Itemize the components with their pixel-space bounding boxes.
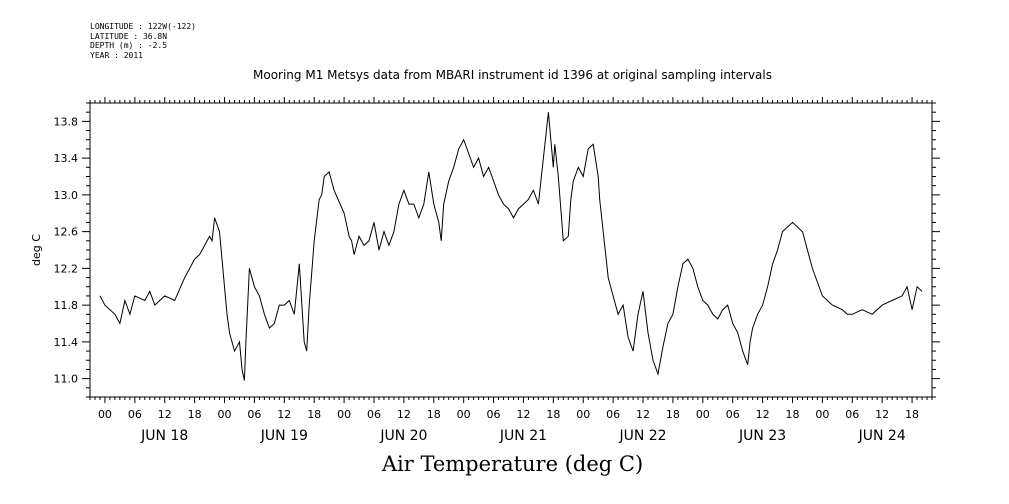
x-tick-label: 12: [277, 408, 291, 421]
day-label: JUN 21: [499, 428, 547, 444]
x-tick-label: 00: [576, 408, 590, 421]
x-tick-label: 18: [427, 408, 441, 421]
y-tick-label: 11.8: [54, 299, 79, 312]
x-tick-label: 18: [188, 408, 202, 421]
metadata-block: LONGITUDE : 122W(-122) LATITUDE : 36.8N …: [90, 22, 196, 60]
day-label: JUN 20: [379, 428, 427, 444]
x-tick-label: 06: [247, 408, 261, 421]
x-tick-label: 12: [397, 408, 411, 421]
day-label: JUN 24: [858, 428, 906, 444]
x-tick-label: 00: [457, 408, 471, 421]
y-tick-label: 11.4: [54, 336, 79, 349]
temperature-series-line: [99, 112, 923, 381]
y-tick-label: 13.0: [54, 189, 79, 202]
axis-ticks: [82, 97, 940, 403]
x-tick-label: 12: [756, 408, 770, 421]
x-tick-label: 18: [785, 408, 799, 421]
x-tick-label: 12: [636, 408, 650, 421]
x-tick-label: 06: [606, 408, 620, 421]
longitude-text: LONGITUDE : 122W(-122): [90, 22, 196, 31]
y-tick-label: 13.8: [54, 115, 79, 128]
x-tick-label: 00: [218, 408, 232, 421]
y-axis-label: deg C: [30, 234, 43, 266]
plot-border: [89, 102, 933, 398]
x-tick-label: 06: [487, 408, 501, 421]
x-tick-label: 06: [128, 408, 142, 421]
y-tick-label: 13.4: [54, 152, 79, 165]
day-label: JUN 22: [618, 428, 666, 444]
x-tick-label: 18: [666, 408, 680, 421]
x-tick-label: 00: [337, 408, 351, 421]
depth-text: DEPTH (m) : -2.5: [90, 41, 168, 50]
x-tick-label: 12: [875, 408, 889, 421]
x-tick-label: 00: [815, 408, 829, 421]
x-tick-label: 18: [307, 408, 321, 421]
x-tick-label: 12: [516, 408, 530, 421]
day-label: JUN 19: [260, 428, 308, 444]
x-tick-label: 18: [546, 408, 560, 421]
year-text: YEAR : 2011: [90, 50, 143, 60]
x-tick-label: 06: [367, 408, 381, 421]
latitude-text: LATITUDE : 36.8N: [90, 31, 168, 41]
y-tick-label: 12.6: [54, 226, 79, 239]
x-tick-label: 06: [845, 408, 859, 421]
x-tick-label: 12: [158, 408, 172, 421]
day-label: JUN 23: [738, 428, 786, 444]
y-tick-label: 12.2: [54, 262, 79, 275]
series-layer: [99, 112, 923, 381]
x-axis-title: Air Temperature (deg C): [381, 452, 644, 476]
y-tick-label: 11.0: [54, 373, 79, 386]
x-tick-label: 06: [726, 408, 740, 421]
x-tick-label: 00: [98, 408, 112, 421]
day-label: JUN 18: [140, 428, 188, 444]
axis-tick-labels: 11.0 11.4 11.8 12.2 12.6 13.0 13.4 13.8 00 06 12 18…: [54, 115, 920, 444]
plot-frame: [89, 102, 933, 398]
chart-title: Mooring M1 Metsys data from MBARI instru…: [253, 68, 772, 82]
x-tick-label: 18: [905, 408, 919, 421]
x-tick-label: 00: [696, 408, 710, 421]
